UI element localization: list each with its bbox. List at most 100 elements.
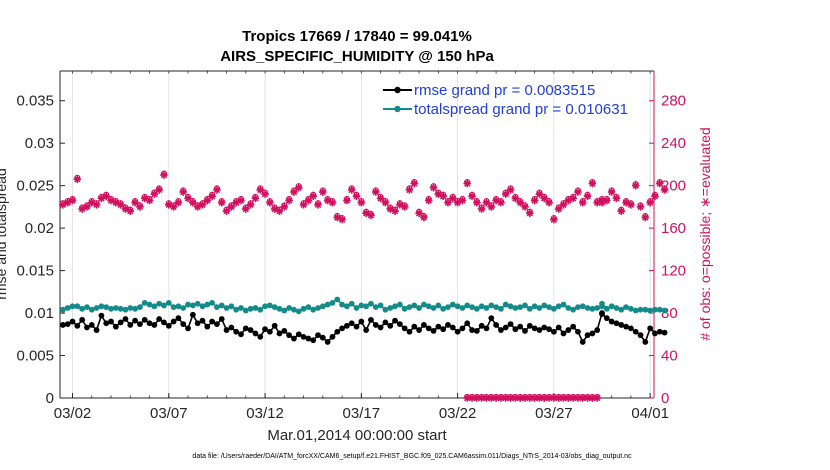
totalspread-point	[180, 305, 187, 311]
rmse-point	[531, 325, 538, 332]
totalspread-point	[411, 302, 418, 309]
obs-zero-evaluated-point	[574, 394, 582, 402]
legend-spread-label: totalspread grand pr = 0.010631	[414, 101, 628, 118]
obs-evaluated-point	[603, 196, 611, 205]
rmse-point	[79, 316, 86, 323]
obs-evaluated-point	[574, 188, 582, 196]
rmse-point	[368, 316, 374, 323]
rmse-point	[449, 324, 456, 331]
rmse-point	[161, 319, 167, 326]
totalspread-point	[189, 302, 196, 309]
rmse-point	[180, 321, 187, 328]
rmse-point	[565, 327, 572, 333]
obs-evaluated-point	[468, 192, 476, 201]
totalspread-point	[425, 303, 432, 310]
x-axis-label: Mar.01,2014 00:00:00 start	[267, 427, 447, 444]
rmse-point	[315, 332, 321, 339]
totalspread-point	[473, 305, 480, 312]
totalspread-point	[608, 303, 615, 310]
obs-evaluated-point	[463, 179, 472, 188]
obs-evaluated-point	[617, 207, 626, 215]
rmse-point	[603, 315, 610, 322]
totalspread-point	[228, 303, 235, 310]
x-ticks: 03/02 03/07 03/12 03/17 03/22 03/27 04/01	[54, 71, 669, 422]
totalspread-point	[449, 301, 456, 308]
totalspread-point	[108, 305, 114, 312]
obs-evaluated-point	[217, 198, 226, 207]
obs-evaluated-point	[237, 196, 245, 205]
rmse-point	[151, 322, 158, 328]
x-tick-label: 03/17	[343, 405, 381, 422]
obs-evaluated-point	[68, 196, 77, 205]
obs-evaluated-point	[506, 186, 515, 194]
x-tick-label: 04/01	[631, 405, 669, 422]
rmse-point	[469, 327, 475, 333]
rmse-point	[579, 339, 586, 345]
rmse-point	[517, 323, 524, 330]
obs-evaluated-point	[357, 198, 366, 207]
totalspread-point	[84, 304, 90, 311]
obs-evaluated-point	[242, 205, 250, 213]
chart-title-line2: AIRS_SPECIFIC_HUMIDITY @ 150 hPa	[220, 48, 494, 65]
rmse-point	[223, 327, 230, 333]
totalspread-point	[483, 305, 490, 311]
rmse-point	[310, 337, 317, 344]
totalspread-point	[146, 301, 153, 308]
x-tick-label: 03/27	[535, 405, 573, 422]
x-tick-label: 03/07	[150, 405, 188, 422]
rmse-point	[382, 319, 389, 326]
obs-evaluated-point	[222, 207, 231, 215]
totalspread-point	[565, 305, 572, 311]
rmse-point	[560, 330, 567, 337]
totalspread-point	[632, 307, 639, 314]
totalspread-point	[59, 306, 66, 313]
rmse-point	[93, 327, 100, 333]
obs-evaluated-point	[116, 200, 125, 209]
rmse-point	[536, 327, 543, 333]
totalspread-point	[339, 301, 345, 308]
rmse-point	[488, 315, 495, 322]
obs-evaluated-point	[526, 209, 534, 218]
totalspread-point	[531, 303, 538, 310]
totalspread-point	[271, 304, 278, 311]
rmse-point	[541, 324, 548, 331]
obs-evaluated-point	[410, 179, 419, 188]
obs-evaluated-point	[367, 211, 375, 220]
totalspread-point	[406, 304, 413, 311]
rmse-point	[478, 322, 485, 329]
rmse-point	[185, 325, 191, 332]
rmse-point	[464, 320, 471, 327]
totalspread-point	[233, 306, 240, 313]
obs-zero-evaluated-point	[477, 394, 486, 402]
rmse-point	[305, 335, 312, 342]
obs-evaluated-point	[169, 203, 178, 211]
rmse-point	[122, 316, 129, 322]
totalspread-point	[334, 296, 341, 303]
y-right-tick-label: 160	[661, 220, 686, 237]
rmse-point	[608, 318, 615, 325]
x-tick-label: 03/12	[246, 405, 284, 422]
rmse-point	[64, 321, 71, 328]
totalspread-point	[377, 302, 384, 309]
obs-evaluated-point	[290, 188, 298, 196]
legend: rmse grand pr = 0.0083515 totalspread gr…	[383, 82, 628, 118]
obs-evaluated-point	[131, 198, 139, 207]
totalspread-point	[536, 305, 543, 311]
obs-evaluated-point	[266, 198, 274, 207]
totalspread-point	[286, 305, 293, 311]
legend-spread-marker	[394, 105, 401, 113]
totalspread-point	[478, 303, 485, 310]
totalspread-point	[165, 299, 172, 306]
obs-evaluated-point	[314, 200, 322, 209]
totalspread-point	[127, 305, 134, 311]
legend-rmse-label: rmse grand pr = 0.0083515	[414, 82, 595, 99]
totalspread-point	[161, 302, 167, 309]
totalspread-point	[343, 303, 350, 310]
totalspread-point	[112, 305, 119, 311]
obs-evaluated-point	[636, 203, 645, 211]
totalspread-point	[209, 299, 216, 306]
rmse-point	[218, 316, 225, 322]
y-left-tick-label: 0.015	[16, 263, 54, 280]
totalspread-point	[656, 306, 663, 313]
obs-evaluated-point	[554, 205, 563, 213]
